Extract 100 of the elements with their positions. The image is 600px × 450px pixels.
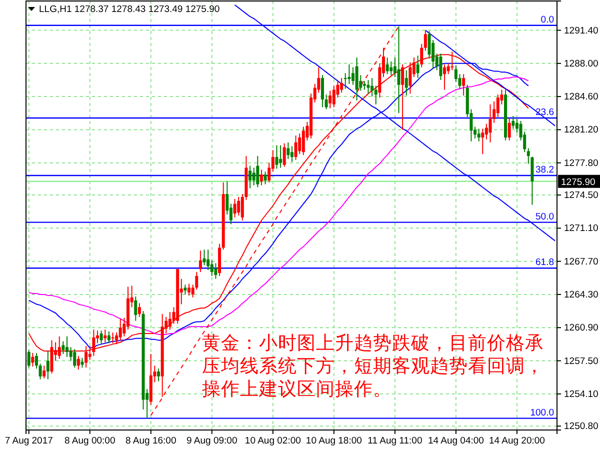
y-tick-label: 1277.80	[564, 158, 598, 169]
candlestick	[351, 66, 354, 86]
candlestick	[138, 302, 141, 318]
candlestick	[374, 85, 378, 105]
candlestick	[100, 330, 103, 345]
candlestick	[477, 128, 480, 142]
text: 1275.90	[561, 176, 596, 188]
candlestick	[462, 74, 466, 96]
candlestick	[386, 57, 389, 75]
annotation: 50.0	[536, 211, 554, 222]
candlestick	[290, 146, 294, 162]
candlestick	[366, 79, 370, 94]
candlestick	[340, 78, 344, 94]
candlestick	[344, 72, 347, 90]
x-tick-label: 14 Aug 20:00	[488, 436, 545, 447]
candlestick	[134, 296, 138, 322]
x-tick-label: 7 Aug 2017	[4, 436, 53, 447]
candlestick	[302, 126, 305, 156]
candlestick	[275, 144, 278, 170]
candlestick	[256, 156, 260, 188]
candlestick	[206, 249, 210, 271]
candlestick	[443, 64, 446, 90]
candlestick	[404, 70, 408, 96]
candlestick	[210, 260, 214, 276]
candlestick	[111, 332, 114, 344]
candlestick	[408, 62, 412, 94]
candlestick	[264, 171, 267, 185]
y-tick-label: 1257.50	[564, 356, 598, 367]
candlestick	[508, 118, 511, 141]
candlestick	[107, 331, 110, 344]
candlestick	[286, 142, 290, 160]
annotation: 38.2	[536, 164, 554, 176]
candlestick	[481, 128, 484, 155]
candlestick	[46, 350, 50, 380]
candlestick	[424, 30, 427, 52]
y-tick-label: 1284.60	[564, 92, 598, 103]
candlestick	[233, 198, 236, 218]
candlestick	[34, 352, 38, 370]
candlestick	[118, 318, 122, 341]
candlestick	[168, 312, 172, 330]
candlestick	[294, 135, 298, 160]
y-tick-label: 1288.00	[564, 58, 598, 70]
candlestick	[38, 363, 42, 380]
candlestick	[76, 355, 80, 370]
y-tick-label: 1274.50	[564, 190, 598, 202]
candlestick	[248, 165, 252, 189]
candlestick	[439, 53, 442, 80]
candlestick	[355, 57, 358, 101]
candlestick	[73, 348, 76, 368]
y-tick-label: 1281.20	[564, 124, 598, 136]
candlestick	[488, 104, 492, 143]
candlestick	[279, 144, 282, 168]
candlestick	[324, 94, 328, 110]
candlestick	[260, 169, 263, 186]
y-tick-label: 1260.90	[564, 322, 598, 334]
candlestick	[515, 118, 518, 134]
y-tick-label: 1264.30	[564, 290, 598, 301]
x-tick-label: 11 Aug 11:00	[368, 436, 422, 447]
candlestick	[198, 250, 202, 273]
chart-title: LLG,H1 1278.37 1278.43 1273.49 1275.90	[39, 4, 220, 15]
candlestick	[401, 64, 404, 130]
candlestick	[370, 78, 374, 98]
candlestick	[282, 142, 286, 168]
candlestick	[202, 249, 206, 266]
candlestick	[484, 123, 488, 140]
candlestick	[512, 116, 515, 130]
candlestick	[237, 196, 240, 216]
x-tick-label: 9 Aug 09:00	[186, 436, 238, 447]
candlestick	[454, 64, 458, 82]
annotation: 0.0	[540, 14, 554, 26]
candlestick	[188, 283, 191, 296]
y-tick-label: 1291.40	[564, 25, 598, 36]
y-tick-label: 1267.70	[564, 256, 598, 268]
annotation: 61.8	[536, 257, 554, 268]
x-tick-label: 8 Aug 16:00	[126, 436, 176, 447]
candlestick	[184, 284, 187, 295]
candlestick	[252, 167, 256, 186]
y-tick-label: 1254.10	[564, 388, 598, 400]
annotation: 黄金：小时图上升趋势跌破，目前价格承压均线系统下方，短期客观趋势看回调，操作上建议区间操作。	[202, 332, 544, 399]
candlestick	[214, 262, 218, 280]
y-tick-label: 1271.10	[564, 223, 598, 234]
x-tick-label: 8 Aug 00:00	[64, 436, 116, 447]
candlestick	[104, 329, 107, 343]
candlestick	[458, 74, 462, 90]
candlestick	[65, 336, 68, 358]
candlestick	[42, 365, 46, 379]
candlestick	[328, 90, 332, 109]
candlestick	[31, 352, 34, 368]
candlestick	[157, 368, 160, 382]
x-tick-label: 10 Aug 02:00	[244, 436, 301, 447]
candlestick	[320, 74, 324, 108]
x-tick-label: 10 Aug 18:00	[306, 436, 362, 447]
candlestick	[397, 26, 400, 114]
annotation: 100.0	[530, 407, 554, 418]
candlestick	[332, 85, 336, 108]
y-tick-label: 1250.80	[564, 421, 598, 432]
candlestick	[416, 55, 420, 79]
candlestick	[62, 340, 65, 354]
candlestick	[27, 350, 30, 368]
x-tick-label: 14 Aug 04:00	[428, 436, 484, 447]
